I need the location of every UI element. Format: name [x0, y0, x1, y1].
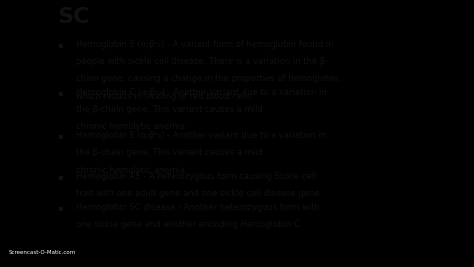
Text: ▪: ▪ [57, 172, 63, 181]
Text: Screencast-O-Matic.com: Screencast-O-Matic.com [8, 250, 75, 255]
Text: the β-chain gene. This variant causes a mild: the β-chain gene. This variant causes a … [76, 105, 263, 114]
Text: Hemoglobin E (α₂βᴱ₂) - Another variant due to a variation in: Hemoglobin E (α₂βᴱ₂) - Another variant d… [76, 131, 326, 140]
Text: the β-chain gene. This variant causes a mild: the β-chain gene. This variant causes a … [76, 148, 263, 157]
Text: ▪: ▪ [57, 40, 63, 49]
Text: Hemoglobin AS - A heterozygous form causing Sickle cell: Hemoglobin AS - A heterozygous form caus… [76, 172, 316, 181]
Text: trait with one adult gene and one sickle cell disease gene: trait with one adult gene and one sickle… [76, 189, 319, 198]
Text: chronic hemolytic anemia.: chronic hemolytic anemia. [76, 122, 187, 131]
Text: chain gene, causing a change in the properties of hemoglobin,: chain gene, causing a change in the prop… [76, 74, 340, 83]
Text: chronic hemolytic anemia.: chronic hemolytic anemia. [76, 166, 187, 175]
Text: SC: SC [57, 7, 90, 27]
Text: Hemoglobin SC disease - Another heterozygous form with: Hemoglobin SC disease - Another heterozy… [76, 203, 319, 212]
Text: one sickle gene and another encoding Hemoglobin C.: one sickle gene and another encoding Hem… [76, 220, 302, 229]
Text: people with sickle cell disease. There is a variation in the β-: people with sickle cell disease. There i… [76, 57, 328, 66]
Text: ▪: ▪ [57, 131, 63, 140]
Text: ▪: ▪ [57, 88, 63, 97]
Text: which results in sickling of red blood cells.: which results in sickling of red blood c… [76, 92, 254, 101]
Text: Hemoglobin C (α₂βᶜ₂) - Another variant due to a variation in: Hemoglobin C (α₂βᶜ₂) - Another variant d… [76, 88, 327, 97]
Text: Hemoglobin S (α₂βˢ₂) - A variant form of hemoglobin found in: Hemoglobin S (α₂βˢ₂) - A variant form of… [76, 40, 333, 49]
Text: ▪: ▪ [57, 203, 63, 212]
